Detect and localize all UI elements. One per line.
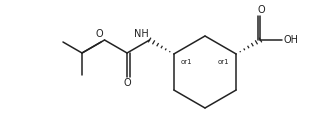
Text: or1: or1 [181,59,192,65]
Text: OH: OH [284,35,298,45]
Text: or1: or1 [217,59,229,65]
Text: NH: NH [134,29,149,39]
Text: O: O [257,5,265,15]
Text: O: O [123,78,131,88]
Text: O: O [96,29,104,39]
